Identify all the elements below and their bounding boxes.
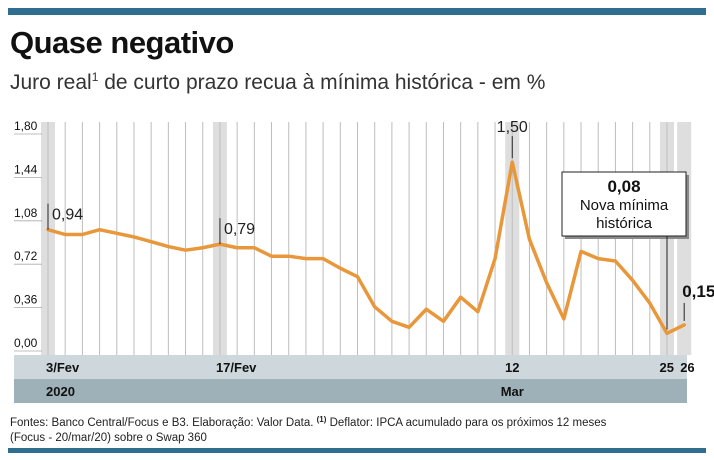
value-label: 1,50 bbox=[497, 119, 528, 136]
x-tick-label: 3/Fev bbox=[46, 360, 80, 375]
x-axis-group-band bbox=[14, 379, 687, 403]
bottom-rule bbox=[8, 448, 706, 453]
top-rule bbox=[8, 8, 706, 15]
y-tick-label: 1,08 bbox=[14, 206, 38, 220]
x-group-label: Mar bbox=[501, 384, 524, 399]
x-tick-label: 25 bbox=[660, 360, 674, 375]
callout-box bbox=[561, 171, 687, 237]
source-text-rest: Deflator: IPCA acumulado para os próximo… bbox=[10, 417, 607, 444]
source-footnote-mark: (1) bbox=[316, 415, 327, 424]
x-group-label: 2020 bbox=[46, 384, 75, 399]
series-line bbox=[46, 160, 686, 336]
x-tick-label: 12 bbox=[505, 360, 519, 375]
chart-title: Quase negativo bbox=[10, 25, 234, 60]
callout-value: 0,08 bbox=[607, 177, 640, 196]
source-text: Fontes: Banco Central/Focus e B3. Elabor… bbox=[10, 417, 314, 429]
x-tick-label: 26 bbox=[680, 360, 694, 375]
x-axis-band bbox=[14, 355, 687, 379]
value-label: 0,94 bbox=[52, 207, 83, 224]
y-tick-label: 0,72 bbox=[14, 249, 38, 263]
subtitle-text-rest: de curto prazo recua à mínima histórica … bbox=[98, 71, 546, 94]
source-note: Fontes: Banco Central/Focus e B3. Elabor… bbox=[10, 412, 610, 446]
callout-text: histórica bbox=[596, 215, 653, 232]
end-value-label: 0,15 bbox=[682, 282, 714, 301]
callout-text: Nova mínima bbox=[580, 197, 669, 214]
y-tick-label: 1,44 bbox=[14, 162, 38, 176]
subtitle-footnote-mark: 1 bbox=[91, 70, 99, 84]
x-tick-label: 17/Fev bbox=[216, 360, 257, 375]
y-tick-label: 0,00 bbox=[14, 336, 38, 350]
value-label: 0,79 bbox=[224, 221, 255, 238]
chart-subtitle: Juro real1 de curto prazo recua à mínima… bbox=[10, 64, 545, 96]
y-tick-label: 1,80 bbox=[14, 119, 38, 133]
y-tick-label: 0,36 bbox=[14, 293, 38, 307]
subtitle-text: Juro real bbox=[10, 71, 92, 94]
